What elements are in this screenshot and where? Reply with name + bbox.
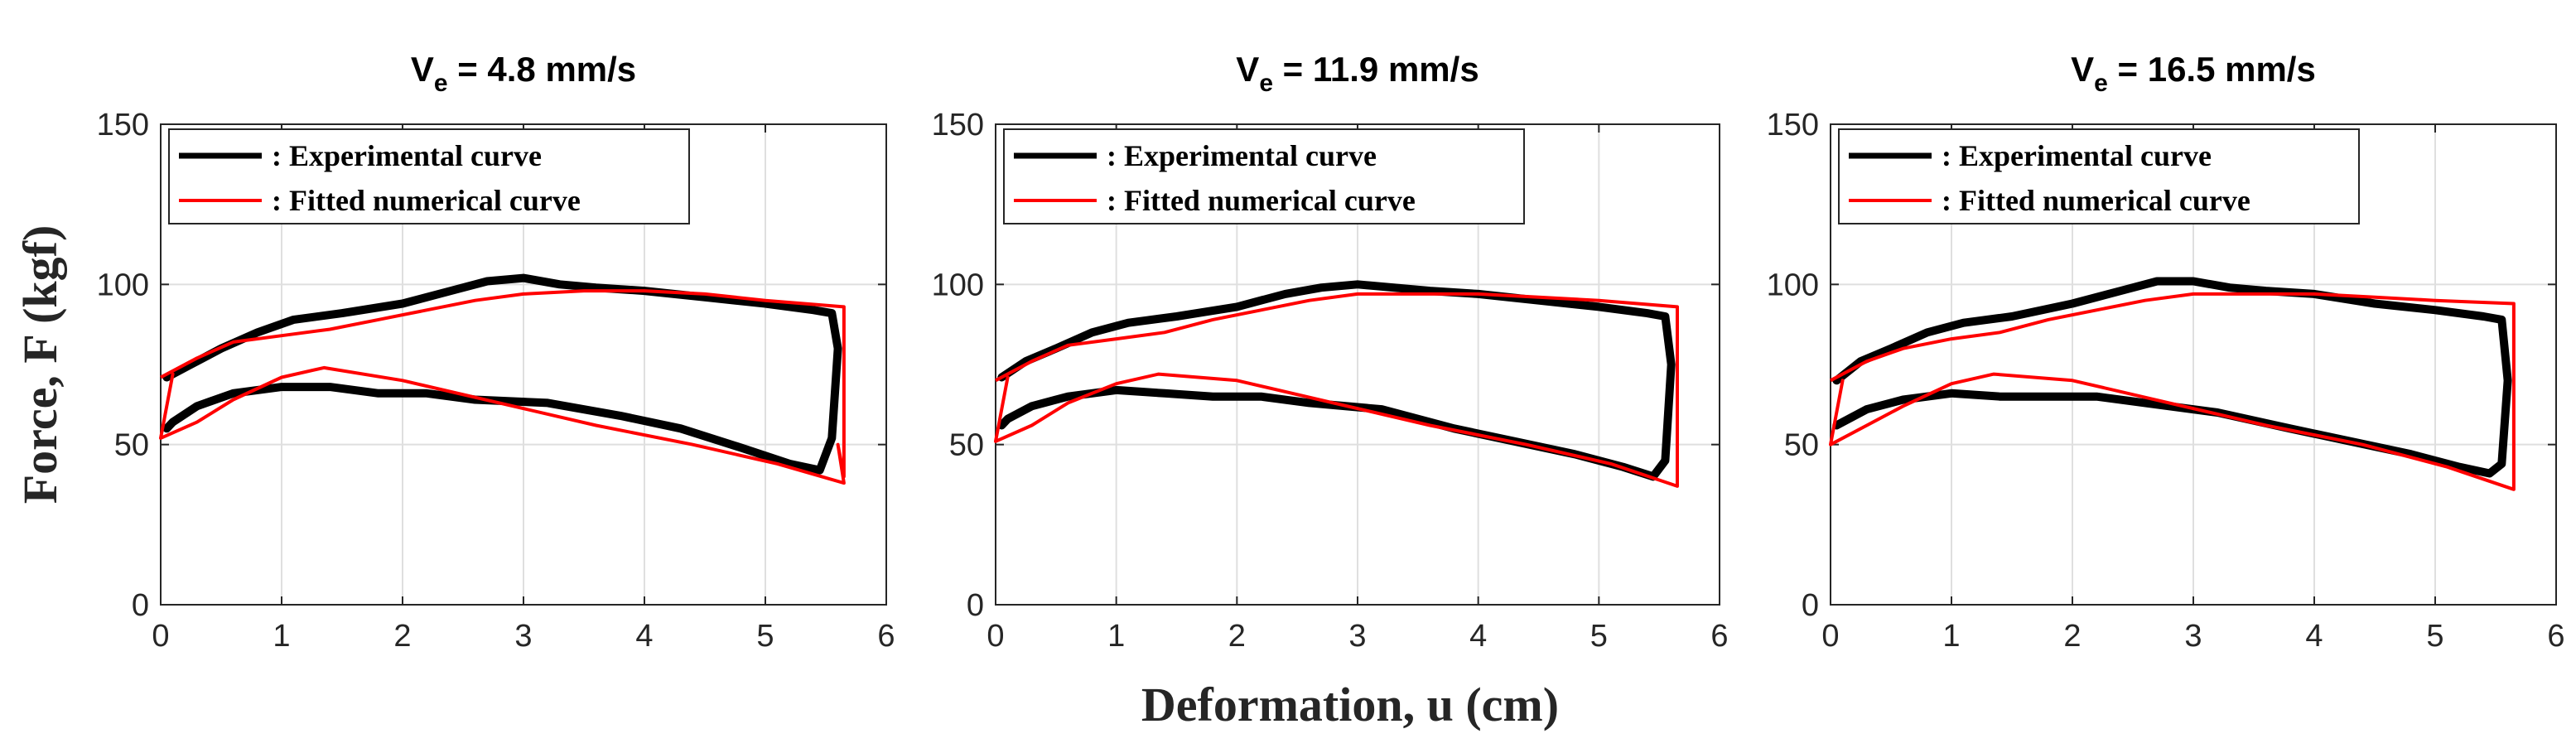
x-tick-label: 0: [987, 619, 1004, 654]
title-subscript: e: [1259, 70, 1273, 97]
title-subscript: e: [2094, 70, 2108, 97]
x-tick-label: 3: [2184, 619, 2202, 654]
x-tick-label: 4: [1469, 619, 1487, 654]
fitted-numerical-curve: [994, 292, 1679, 488]
x-axis-label: Deformation, u (cm): [1141, 678, 1559, 731]
y-tick-label: 50: [1784, 428, 1819, 463]
legend-box: [1838, 128, 2360, 224]
x-tick-label: 6: [877, 619, 895, 654]
x-tick-label: 2: [393, 619, 411, 654]
y-tick-label: 100: [1767, 268, 1819, 302]
y-tick-label: 0: [967, 588, 984, 623]
x-tick-label: 6: [1710, 619, 1728, 654]
legend: : Experimental curve : Fitted numerical c…: [168, 128, 690, 224]
legend: : Experimental curve : Fitted numerical c…: [1003, 128, 1525, 224]
legend: : Experimental curve : Fitted numerical c…: [1838, 128, 2360, 224]
legend-label-experimental: : Experimental curve: [272, 139, 542, 172]
experimental-curve: [162, 273, 842, 475]
legend-box: [168, 128, 690, 224]
x-tick-label: 1: [1942, 619, 1960, 654]
x-tick-label: 5: [1590, 619, 1608, 654]
x-tick-label: 4: [2305, 619, 2323, 654]
panel-title: Ve = 4.8 mm/s: [411, 50, 636, 97]
panel-3: 0 1 2 3 4 5 6 0 50 100 150 Ve = 16.5 mm/s : Experime…: [1767, 50, 2565, 654]
x-tick-label: 3: [1348, 619, 1366, 654]
x-tick-label: 2: [1228, 619, 1246, 654]
legend-label-fitted: : Fitted numerical curve: [1107, 184, 1416, 217]
title-symbol: V: [411, 50, 434, 89]
y-tick-label: 0: [1802, 588, 1819, 623]
panel-2: 0 1 2 3 4 5 6 0 50 100 150 Ve = 11.9 mm/s : Experime…: [932, 50, 1729, 654]
fitted-numerical-curve: [159, 289, 846, 485]
x-tick-label: 5: [2426, 619, 2443, 654]
fitted-numerical-curve: [1829, 292, 2516, 491]
y-tick-label: 150: [932, 108, 984, 142]
x-tick-label: 3: [514, 619, 532, 654]
y-tick-label: 50: [949, 428, 984, 463]
title-symbol: V: [1236, 50, 1259, 89]
legend-label-experimental: : Experimental curve: [1942, 139, 2212, 172]
title-symbol: V: [2071, 50, 2094, 89]
experimental-curve: [1832, 277, 2512, 478]
legend-label-fitted: : Fitted numerical curve: [1942, 184, 2250, 217]
legend-label-fitted: : Fitted numerical curve: [272, 184, 581, 217]
x-tick-label: 1: [273, 619, 290, 654]
legend-box: [1003, 128, 1525, 224]
x-tick-label: 6: [2547, 619, 2564, 654]
x-tick-label: 1: [1107, 619, 1125, 654]
legend-label-experimental: : Experimental curve: [1107, 139, 1377, 172]
panel-1: 0 1 2 3 4 5 6 0 50 100 150 Ve = 4.8 mm/s : Experimen…: [97, 50, 895, 654]
panel-title: Ve = 16.5 mm/s: [2071, 50, 2316, 97]
y-tick-label: 0: [132, 588, 149, 623]
x-tick-label: 5: [756, 619, 774, 654]
x-tick-label: 0: [152, 619, 169, 654]
title-value: = 16.5 mm/s: [2108, 50, 2316, 89]
experimental-curve: [997, 280, 1676, 481]
title-subscript: e: [434, 70, 448, 97]
x-tick-label: 0: [1821, 619, 1839, 654]
title-value: = 4.8 mm/s: [448, 50, 637, 89]
y-tick-label: 100: [97, 268, 149, 302]
title-value: = 11.9 mm/s: [1273, 50, 1479, 89]
y-tick-label: 150: [1767, 108, 1819, 142]
y-tick-label: 100: [932, 268, 984, 302]
x-tick-label: 2: [2063, 619, 2081, 654]
y-axis-label: Force, F (kgf): [13, 225, 67, 504]
y-tick-label: 150: [97, 108, 149, 142]
x-tick-label: 4: [635, 619, 653, 654]
panel-title: Ve = 11.9 mm/s: [1236, 50, 1479, 97]
y-tick-label: 50: [114, 428, 149, 463]
